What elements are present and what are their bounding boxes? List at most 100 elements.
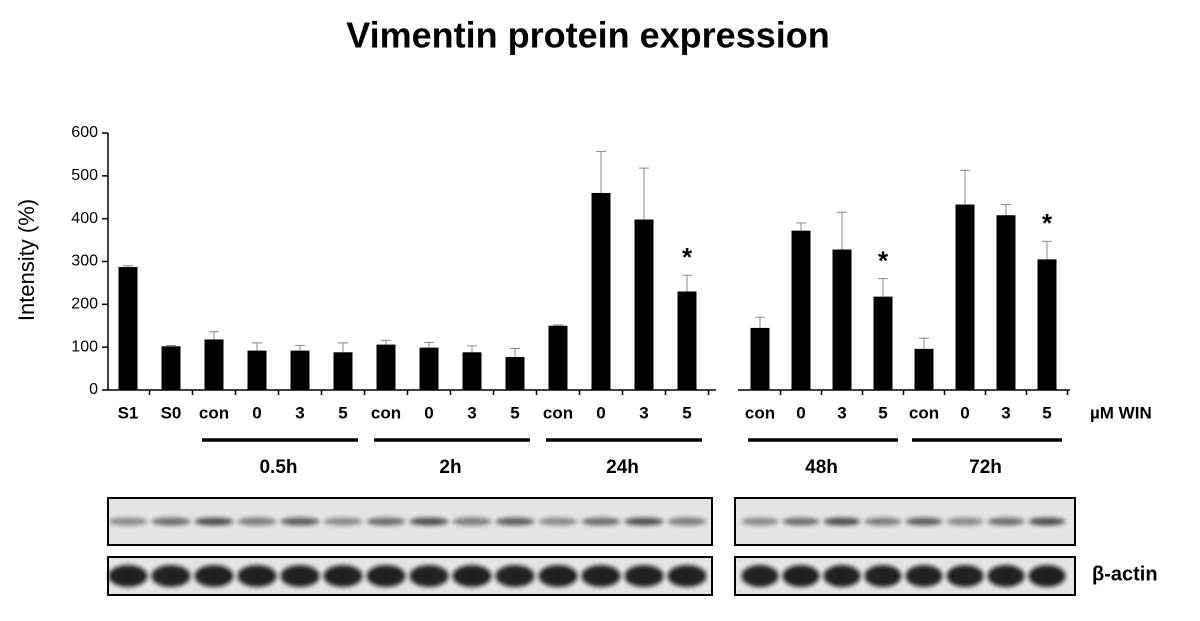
x-tick-label: 3 [837,403,846,422]
unit-label: µM WIN [1090,403,1152,422]
bar [832,249,852,390]
blot-band [823,565,861,587]
blot-band [409,565,449,587]
x-tick-label: S1 [118,403,139,422]
x-tick-label: 3 [467,403,476,422]
bar [548,325,568,390]
bar [955,204,975,390]
bar [161,346,181,390]
x-tick-label: 5 [1042,403,1051,422]
bar [204,339,224,390]
x-tick-label: 3 [1001,403,1010,422]
blot-band [194,565,234,587]
significance-mark: * [1042,208,1053,238]
blot-label: β-actin [1092,563,1158,585]
blot-band [323,565,363,587]
blot-band [581,517,621,526]
x-tick-label: S0 [161,403,182,422]
bar [873,296,893,390]
group-label: 72h [969,457,1002,478]
bar [333,352,353,390]
x-tick-label: con [371,403,401,422]
y-tick-label: 400 [71,210,98,227]
x-tick-label: 5 [878,403,887,422]
bar [634,219,654,390]
blot-band [237,517,277,526]
blot-band [237,565,277,587]
bar [591,192,611,390]
blot-band [280,565,320,587]
blot-band [905,517,943,526]
blot-band [366,565,406,587]
bar [419,347,439,390]
blot-band [538,517,578,526]
blot-band [946,565,984,587]
blot-band [108,565,148,587]
blot-band [495,517,535,526]
blot-band [452,517,492,526]
blot-band [366,517,406,526]
blot-band [323,517,363,526]
blot-band [1028,565,1066,587]
group-label: 24h [606,457,639,478]
group-label: 0.5h [259,457,297,478]
significance-mark: * [878,246,889,276]
y-tick-label: 100 [71,338,98,355]
blot-band [905,565,943,587]
blot-band [741,517,779,526]
blot-band [495,565,535,587]
x-tick-label: con [909,403,939,422]
blot-band [741,565,779,587]
bar [505,357,525,390]
x-tick-label: 0 [960,403,969,422]
x-tick-label: 5 [682,403,691,422]
blot-band [864,517,902,526]
blot-band [581,565,621,587]
blot-band [1028,517,1066,526]
blot-band [987,517,1025,526]
blot-band [409,517,449,526]
blot-band [624,517,664,526]
x-tick-label: 0 [424,403,433,422]
x-tick-label: 0 [796,403,805,422]
blot-band [987,565,1025,587]
group-label: 48h [805,457,838,478]
bar [914,348,934,390]
bar [750,327,770,390]
y-tick-label: 300 [71,253,98,270]
y-axis-label: Intensity (%) [14,199,39,321]
blot-band [946,517,984,526]
bar [996,215,1016,390]
y-tick-label: 600 [71,124,98,141]
blot-band [782,565,820,587]
bar [376,344,396,390]
blot-band [151,517,191,526]
x-tick-label: con [543,403,573,422]
blot-band [667,517,707,526]
y-tick-label: 0 [89,381,98,398]
chart-title: Vimentin protein expression [346,15,829,56]
bar [791,230,811,390]
bar [247,350,267,390]
blot-band [194,517,234,526]
blot-band [151,565,191,587]
y-tick-label: 200 [71,296,98,313]
y-tick-label: 500 [71,167,98,184]
bar [118,267,138,390]
blot-band [624,565,664,587]
bar [677,291,697,390]
x-tick-label: 0 [252,403,261,422]
bar [462,352,482,390]
blot-band [864,565,902,587]
blot-band [280,517,320,526]
significance-mark: * [682,242,693,272]
x-tick-label: 3 [639,403,648,422]
blot-band [782,517,820,526]
x-tick-label: 3 [295,403,304,422]
x-tick-label: 5 [510,403,519,422]
bar [290,350,310,390]
blot-band [108,517,148,526]
blot-band [538,565,578,587]
blot-band [452,565,492,587]
